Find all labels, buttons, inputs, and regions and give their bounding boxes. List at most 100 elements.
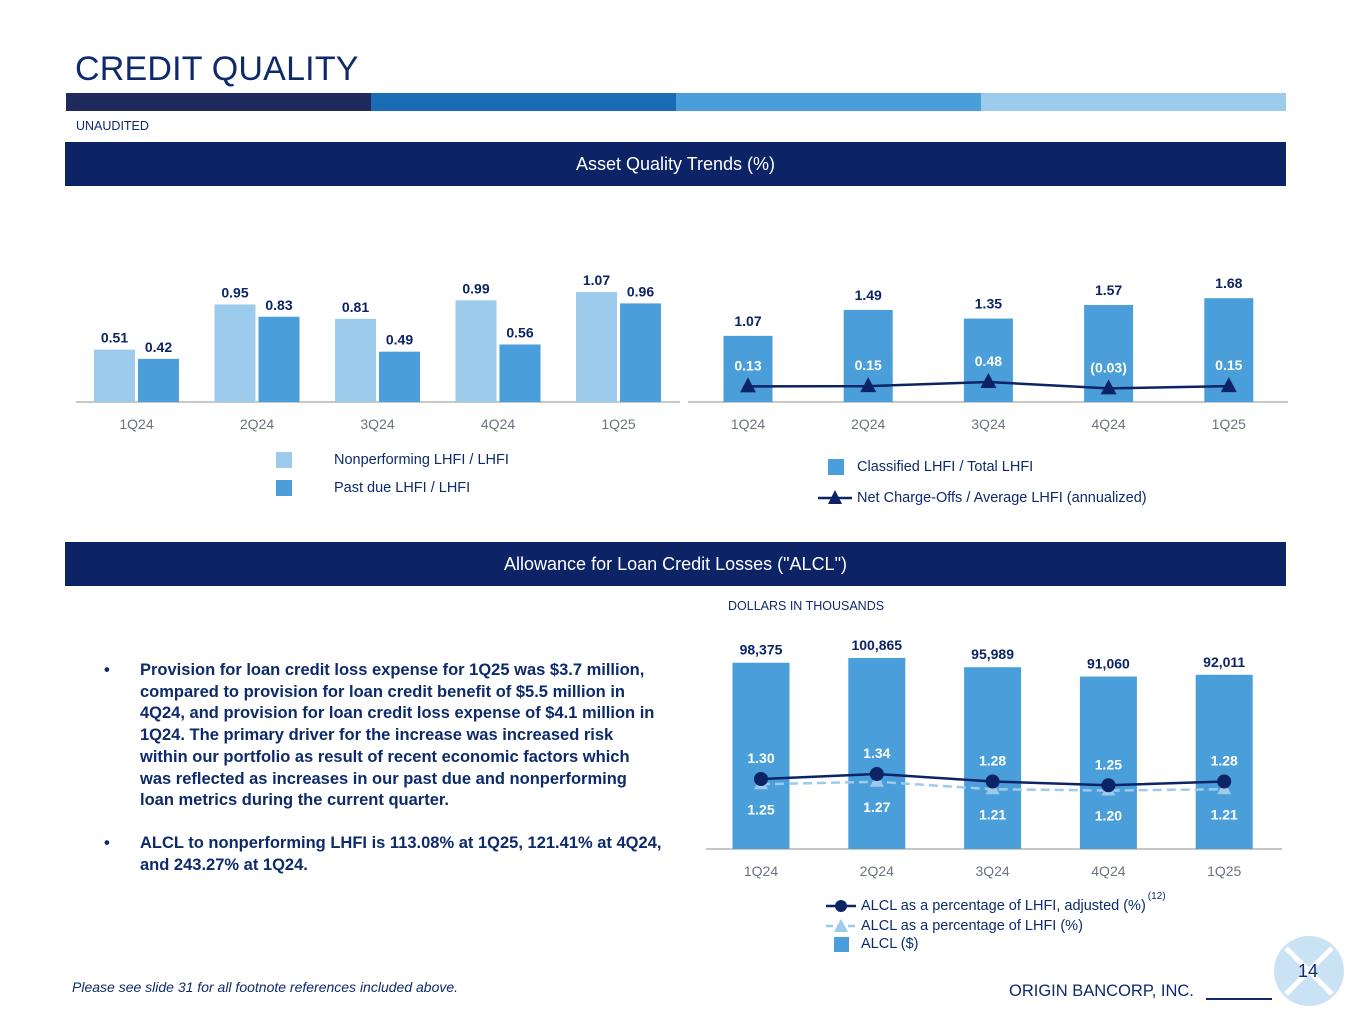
chart3-bar-label: 95,989 (971, 646, 1014, 662)
chart2-tick-label: 2Q24 (851, 416, 885, 432)
chart1-bar-past-due (620, 303, 661, 402)
dollars-note: DOLLARS IN THOUSANDS (728, 599, 885, 613)
legend-line-triangle-icon (818, 490, 852, 504)
chart2-bar-label: 1.35 (975, 296, 1002, 312)
chart1-data-label: 0.95 (221, 284, 248, 300)
chart2-tick-label: 3Q24 (971, 416, 1005, 432)
chart3-bar-alcl (964, 667, 1022, 849)
chart3-line-pct-label: 1.27 (863, 799, 890, 815)
chart3-line-adjusted-label: 1.34 (863, 745, 890, 761)
legend-footnote-ref: (12) (1147, 890, 1166, 902)
bullet-text-alcl-ratio: ALCL to nonperforming LHFI is 113.08% at… (140, 834, 662, 875)
chart3-line-pct-label: 1.25 (747, 801, 774, 817)
legend-label-nonperforming: Nonperforming LHFI / LHFI (334, 452, 509, 468)
bullet-dot: • (104, 834, 110, 853)
chart3-tick-label: 1Q24 (744, 863, 778, 879)
chart1-bar-nonperforming (455, 300, 497, 402)
chart2-line-label: 0.15 (1215, 357, 1242, 373)
chart3-bar-alcl (1079, 676, 1137, 849)
chart3-line-adjusted-marker (985, 774, 1000, 789)
bullet-text-provision: Provision for loan credit loss expense f… (140, 661, 655, 810)
legend-label-net-charge-offs: Net Charge-Offs / Average LHFI (annualiz… (857, 490, 1147, 506)
chart3-line-adjusted-marker (754, 772, 768, 786)
chart2-bar-label: 1.57 (1095, 282, 1122, 298)
chart3-line-pct-label: 1.21 (979, 806, 1006, 822)
chart1-data-label: 0.49 (386, 332, 413, 348)
chart3-bar-label: 100,865 (851, 637, 902, 653)
legend-alcl-adjusted: ALCL as a percentage of LHFI, adjusted (… (826, 891, 1166, 916)
chart2-line-marker (860, 377, 877, 393)
legend-label-classified: Classified LHFI / Total LHFI (857, 459, 1034, 475)
legend-swatch-classified (828, 459, 844, 475)
legend-dashed-line-triangle-icon (826, 919, 856, 932)
legend-label-alcl-adjusted: ALCL as a percentage of LHFI, adjusted (… (861, 898, 1146, 914)
header-stripe-2 (371, 93, 676, 111)
chart2-bar-label: 1.68 (1215, 275, 1242, 291)
legend-swatch-alcl (834, 936, 849, 952)
chart1-tick-label: 1Q25 (601, 416, 635, 432)
asset-quality-banner: Asset Quality Trends (%) (65, 142, 1286, 186)
chart2-line-label: (0.03) (1090, 359, 1127, 375)
chart1-bar-past-due (138, 358, 179, 402)
footnote: Please see slide 31 for all footnote ref… (72, 979, 459, 995)
chart2-line-marker (980, 373, 997, 388)
legend-line-circle-icon (826, 900, 856, 912)
chart1-data-label: 0.99 (462, 280, 489, 296)
chart2-tick-label: 1Q24 (731, 416, 765, 432)
chart3-line-pct-label: 1.21 (1211, 806, 1238, 822)
chart3-bar-alcl (848, 658, 906, 849)
chart1-bar-nonperforming (94, 349, 135, 402)
legend-net-charge-offs: Net Charge-Offs / Average LHFI (annualiz… (818, 488, 1147, 508)
company-name: ORIGIN BANCORP, INC. (1009, 982, 1194, 1000)
chart1-bar-past-due (499, 344, 541, 402)
commentary-bullets: • Provision for loan credit loss expense… (104, 660, 664, 898)
chart1-bar-nonperforming (576, 292, 617, 402)
unaudited-label: UNAUDITED (76, 119, 149, 133)
chart1-tick-label: 2Q24 (240, 416, 274, 432)
legend-nonperforming: Nonperforming LHFI / LHFI (276, 452, 509, 468)
chart2-bar-label: 1.07 (734, 313, 761, 329)
chart2-line-label: 0.15 (855, 357, 882, 373)
chart3-line-adjusted-marker (1101, 778, 1116, 793)
legend-label-alcl-pct: ALCL as a percentage of LHFI (%) (861, 918, 1083, 934)
chart3-bar-alcl (732, 662, 790, 849)
chart3-bar-label: 98,375 (740, 642, 783, 658)
page-title: CREDIT QUALITY (75, 50, 359, 88)
header-stripe-4 (981, 93, 1286, 111)
chart1-data-label: 0.51 (101, 330, 128, 346)
chart1-data-label: 0.83 (265, 297, 292, 313)
page-number: 14 (1298, 961, 1319, 981)
chart3-line-adjusted-marker (1217, 774, 1232, 789)
legend-label-alcl-dollars: ALCL ($) (861, 936, 919, 952)
chart2-line-marker (1100, 379, 1117, 395)
chart2-line-marker (1220, 377, 1237, 393)
chart3-tick-label: 1Q25 (1207, 863, 1241, 879)
legend-alcl-dollars: ALCL ($) (834, 936, 918, 952)
chart3-line-adjusted-label: 1.28 (1211, 753, 1238, 769)
legend-classified: Classified LHFI / Total LHFI (828, 459, 1033, 475)
header-stripe-1 (66, 93, 371, 111)
chart3-line-adjusted-label: 1.30 (747, 750, 774, 766)
chart1-tick-label: 4Q24 (481, 416, 515, 432)
chart2-bar-label: 1.49 (855, 287, 882, 303)
legend-alcl-pct: ALCL as a percentage of LHFI (%) (826, 916, 1083, 936)
chart1-tick-label: 3Q24 (360, 416, 394, 432)
chart3-bar-label: 91,060 (1087, 656, 1130, 672)
chart1-data-label: 0.81 (342, 299, 369, 315)
chart3-line-pct-label: 1.20 (1095, 808, 1122, 824)
company-underline (1206, 998, 1272, 1000)
chart1-bar-nonperforming (335, 318, 376, 402)
chart3-tick-label: 3Q24 (975, 863, 1009, 879)
chart1-tick-label: 1Q24 (119, 416, 153, 432)
chart3-line-adjusted-marker (869, 767, 884, 781)
chart3-tick-label: 4Q24 (1091, 863, 1125, 879)
chart3-bar-alcl (1195, 674, 1253, 849)
chart1-data-label: 0.56 (506, 324, 533, 340)
chart2-line-marker (740, 377, 756, 393)
chart3-line-adjusted-label: 1.28 (979, 753, 1006, 769)
chart1-bar-past-due (258, 316, 300, 402)
alcl-banner: Allowance for Loan Credit Losses ("ALCL"… (65, 542, 1286, 586)
chart2-line-label: 0.48 (975, 353, 1002, 369)
legend-swatch-past-due (276, 480, 292, 496)
